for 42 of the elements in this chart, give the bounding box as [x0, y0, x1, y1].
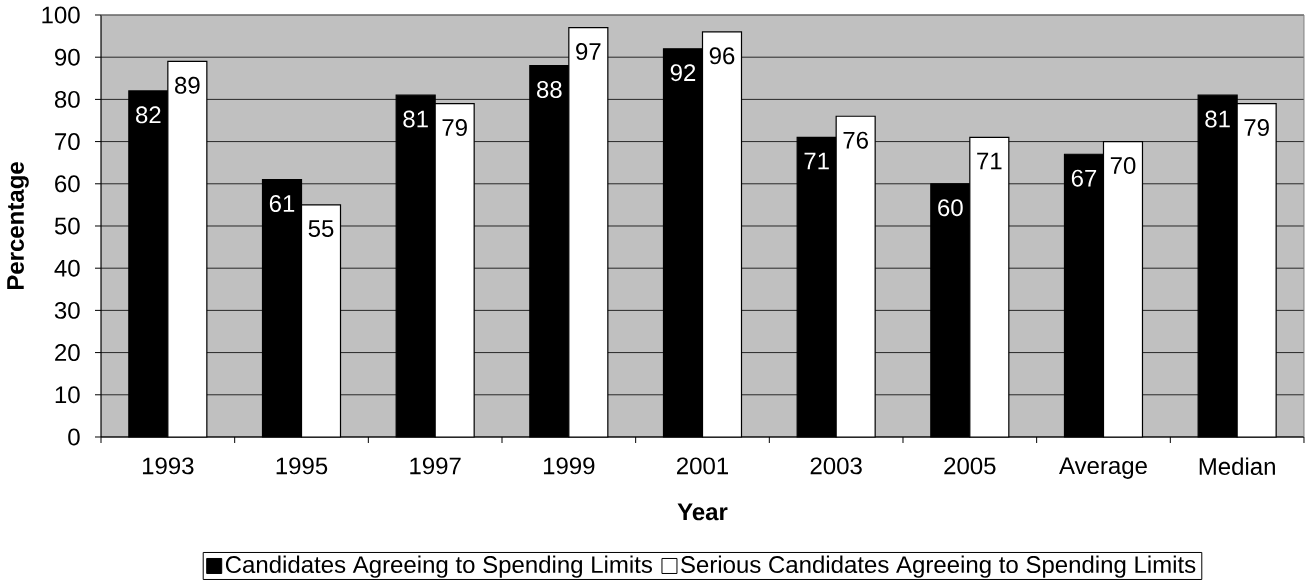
- data-label: 71: [977, 152, 1002, 170]
- y-tick-label: 80: [54, 90, 80, 108]
- data-label: 55: [308, 220, 334, 238]
- legend-label: Serious Candidates Agreeing to Spending Limits: [681, 555, 1196, 578]
- y-tick-label: 90: [55, 48, 80, 66]
- x-tick-label: 1993: [142, 457, 194, 475]
- y-tick-label: 0: [68, 428, 80, 446]
- data-label: 60: [938, 199, 963, 217]
- data-label: 79: [442, 119, 467, 136]
- x-tick-label: 1997: [410, 457, 461, 475]
- y-tick-label: 100: [42, 6, 80, 24]
- data-label: 67: [1071, 169, 1097, 187]
- y-tick-label: 20: [55, 344, 80, 362]
- data-label: 70: [1110, 157, 1136, 174]
- data-label: 81: [403, 110, 428, 128]
- y-tick-label: 30: [54, 301, 80, 319]
- x-tick-label: Median: [1199, 457, 1275, 475]
- x-axis-title: Year: [677, 503, 728, 521]
- data-label: 76: [843, 131, 868, 149]
- y-tick-label: 50: [54, 217, 80, 235]
- data-label: 89: [175, 76, 200, 94]
- data-label: 88: [537, 81, 562, 99]
- x-tick-label: 1995: [276, 457, 328, 475]
- y-tick-label: 60: [55, 175, 80, 193]
- y-tick-label: 10: [55, 386, 80, 404]
- y-axis-title: Percentage: [7, 162, 29, 290]
- x-tick-label: 2003: [810, 457, 862, 475]
- data-label: 82: [136, 106, 161, 124]
- data-label: 96: [709, 47, 735, 65]
- x-tick-label: 2001: [676, 457, 728, 475]
- y-tick-label: 40: [54, 259, 80, 277]
- data-label: 92: [670, 64, 696, 82]
- data-label: 79: [1244, 119, 1269, 136]
- data-label: 71: [804, 152, 829, 170]
- y-tick-label: 70: [55, 133, 80, 151]
- data-label: 97: [576, 43, 601, 61]
- data-label: 61: [269, 194, 295, 212]
- data-label: 81: [1205, 110, 1230, 128]
- x-tick-label: Average: [1059, 457, 1147, 479]
- x-tick-label: 1999: [543, 457, 595, 475]
- x-tick-label: 2005: [944, 457, 996, 475]
- legend-label: Candidates Agreeing to Spending Limits: [225, 555, 653, 578]
